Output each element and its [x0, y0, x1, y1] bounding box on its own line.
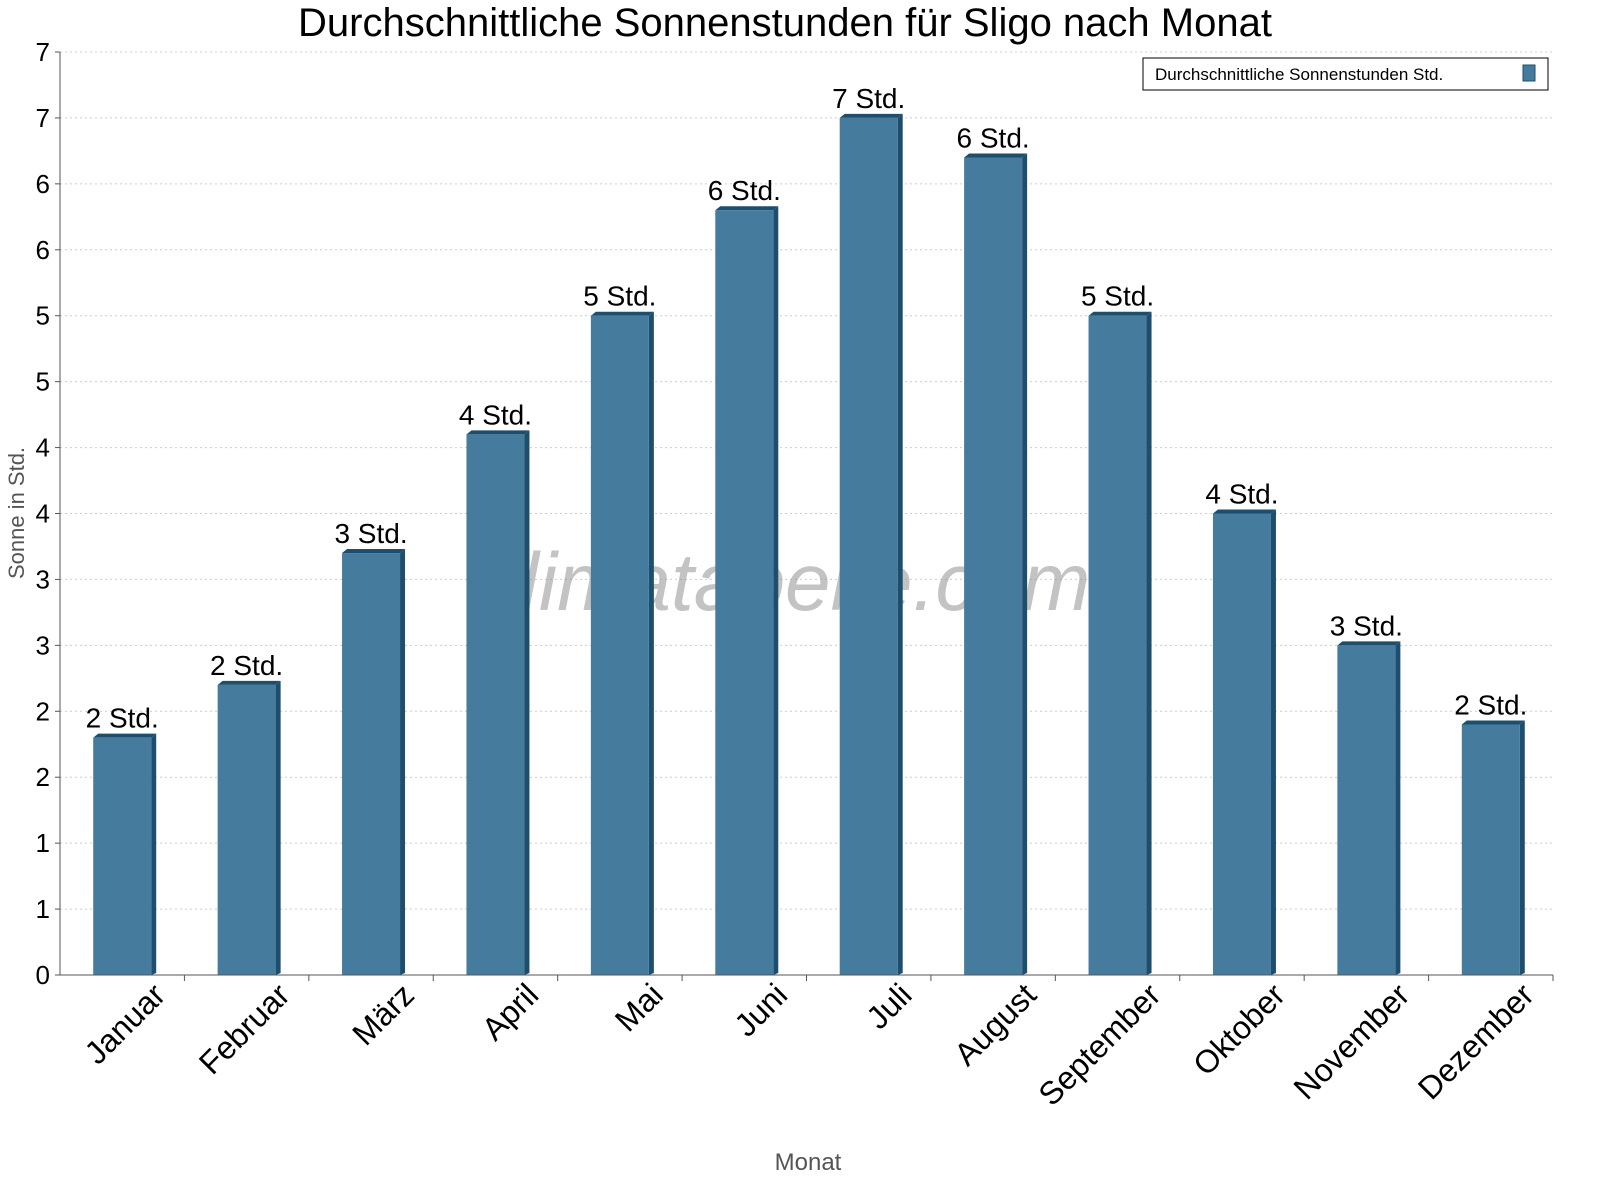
bar-side [1146, 311, 1152, 975]
bar-top [466, 430, 530, 435]
legend-box [1142, 57, 1549, 91]
bar [466, 434, 525, 975]
bar-top [839, 113, 903, 118]
bar-top [342, 549, 406, 554]
y-tick-label: 3 [36, 630, 50, 660]
y-tick-label: 4 [36, 433, 50, 463]
bar-top [1461, 720, 1525, 725]
data-label: 4 Std. [459, 399, 532, 430]
bar-side [1022, 153, 1028, 975]
data-label: 6 Std. [708, 175, 781, 206]
x-tick-label: November [1286, 976, 1416, 1106]
chart-title: Durchschnittliche Sonnenstunden für Slig… [298, 1, 1272, 45]
bar-top [1088, 311, 1152, 316]
bar [93, 737, 152, 975]
bar-top [715, 206, 779, 211]
y-tick-label: 5 [36, 367, 50, 397]
x-tick-label: April [475, 976, 546, 1047]
bar-side [151, 733, 157, 975]
data-label: 2 Std. [1454, 689, 1527, 720]
bar-top [590, 311, 654, 316]
data-label: 5 Std. [583, 281, 656, 312]
bar [1337, 645, 1396, 975]
x-tick-label: September [1031, 976, 1167, 1112]
data-label: 5 Std. [1081, 281, 1154, 312]
y-axis-label: Sonne in Std. [4, 447, 29, 579]
y-tick-label: 2 [36, 696, 50, 726]
bar [1088, 315, 1147, 975]
bar-side [524, 430, 530, 975]
y-tick-label: 7 [36, 103, 50, 133]
data-label: 3 Std. [334, 518, 407, 549]
bar [964, 157, 1023, 975]
x-tick-label: Februar [192, 976, 297, 1081]
x-tick-label: Juni [727, 976, 794, 1043]
data-label: 4 Std. [1205, 479, 1278, 510]
x-tick-label: Januar [78, 976, 173, 1071]
bar-top [1212, 509, 1276, 514]
bar-side [275, 680, 281, 975]
legend[interactable]: Durchschnittliche Sonnenstunden Std. [1142, 57, 1549, 91]
y-tick-label: 1 [36, 828, 50, 858]
bar-side [1519, 720, 1525, 975]
legend-swatch [1522, 64, 1536, 82]
data-label: 2 Std. [210, 650, 283, 681]
bar [1212, 513, 1271, 975]
bar-top [1337, 641, 1401, 646]
x-tick-label: Oktober [1186, 976, 1292, 1082]
x-tick-label: März [345, 976, 421, 1052]
x-tick-label: Dezember [1411, 976, 1541, 1106]
y-tick-label: 0 [36, 960, 50, 990]
bar-side [773, 206, 779, 975]
bar-side [648, 311, 654, 975]
y-tick-label: 1 [36, 894, 50, 924]
bar-top [217, 680, 281, 685]
y-tick-label: 6 [36, 169, 50, 199]
bar-side [897, 113, 903, 975]
bar [1461, 724, 1520, 975]
bar-side [1270, 509, 1276, 975]
bar-top [93, 733, 157, 738]
bar [590, 315, 649, 975]
bars: 2 Std. 2 Std. 3 Std. 4 Std. 5 Std. 6 Std. 7 St… [86, 83, 1527, 975]
y-tick-label: 2 [36, 762, 50, 792]
bar-top [964, 153, 1028, 158]
y-tick-label: 5 [36, 301, 50, 331]
bar-side [1395, 641, 1401, 975]
bar [839, 117, 898, 975]
data-label: 2 Std. [86, 703, 159, 734]
y-tick-label: 4 [36, 499, 50, 529]
y-tick-label: 7 [36, 37, 50, 67]
bar [342, 553, 401, 975]
bar [715, 210, 774, 975]
y-tick-label: 3 [36, 564, 50, 594]
data-label: 3 Std. [1330, 610, 1403, 641]
x-tick-label: August [947, 976, 1043, 1072]
grid [60, 51, 1553, 910]
x-axis-label: Monat [775, 1149, 842, 1176]
data-label: 6 Std. [957, 122, 1030, 153]
data-label: 7 Std. [832, 83, 905, 114]
bar-side [400, 549, 406, 975]
y-tick-label: 6 [36, 235, 50, 265]
x-tick-label: Mai [608, 976, 670, 1038]
legend-label: Durchschnittliche Sonnenstunden Std. [1155, 65, 1443, 84]
bar [217, 684, 276, 975]
x-tick-label: Juli [859, 976, 918, 1035]
